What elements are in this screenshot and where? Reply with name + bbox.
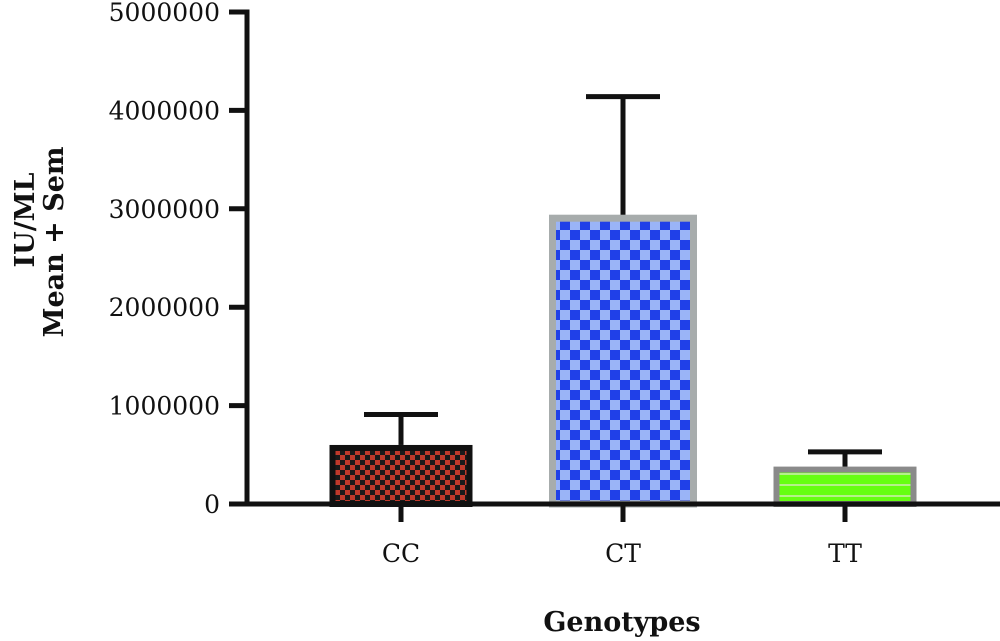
y-tick-label: 5000000 bbox=[109, 0, 220, 27]
y-axis-title-line1: IU/ML bbox=[10, 173, 41, 268]
y-tick-label: 2000000 bbox=[109, 293, 220, 322]
x-tick-label-cc: CC bbox=[382, 539, 420, 568]
bar-tt bbox=[773, 466, 917, 507]
y-axis-title-line2: Mean + Sem bbox=[39, 147, 70, 338]
bar-cc bbox=[329, 444, 473, 507]
y-tick-label: 1000000 bbox=[109, 392, 220, 421]
y-axis-ticks: 0 1000000 2000000 3000000 4000000 5000000 bbox=[109, 0, 247, 519]
error-bars bbox=[364, 94, 882, 467]
x-axis-ticks: CC CT TT bbox=[382, 504, 862, 568]
x-axis-title: Genotypes bbox=[543, 607, 700, 638]
y-tick-label: 0 bbox=[204, 490, 220, 519]
x-tick-label-ct: CT bbox=[605, 539, 641, 568]
bars bbox=[329, 214, 917, 508]
y-tick-label: 3000000 bbox=[109, 195, 220, 224]
y-tick-label: 4000000 bbox=[109, 96, 220, 125]
bar-ct bbox=[549, 214, 697, 508]
x-tick-label-tt: TT bbox=[828, 539, 862, 568]
